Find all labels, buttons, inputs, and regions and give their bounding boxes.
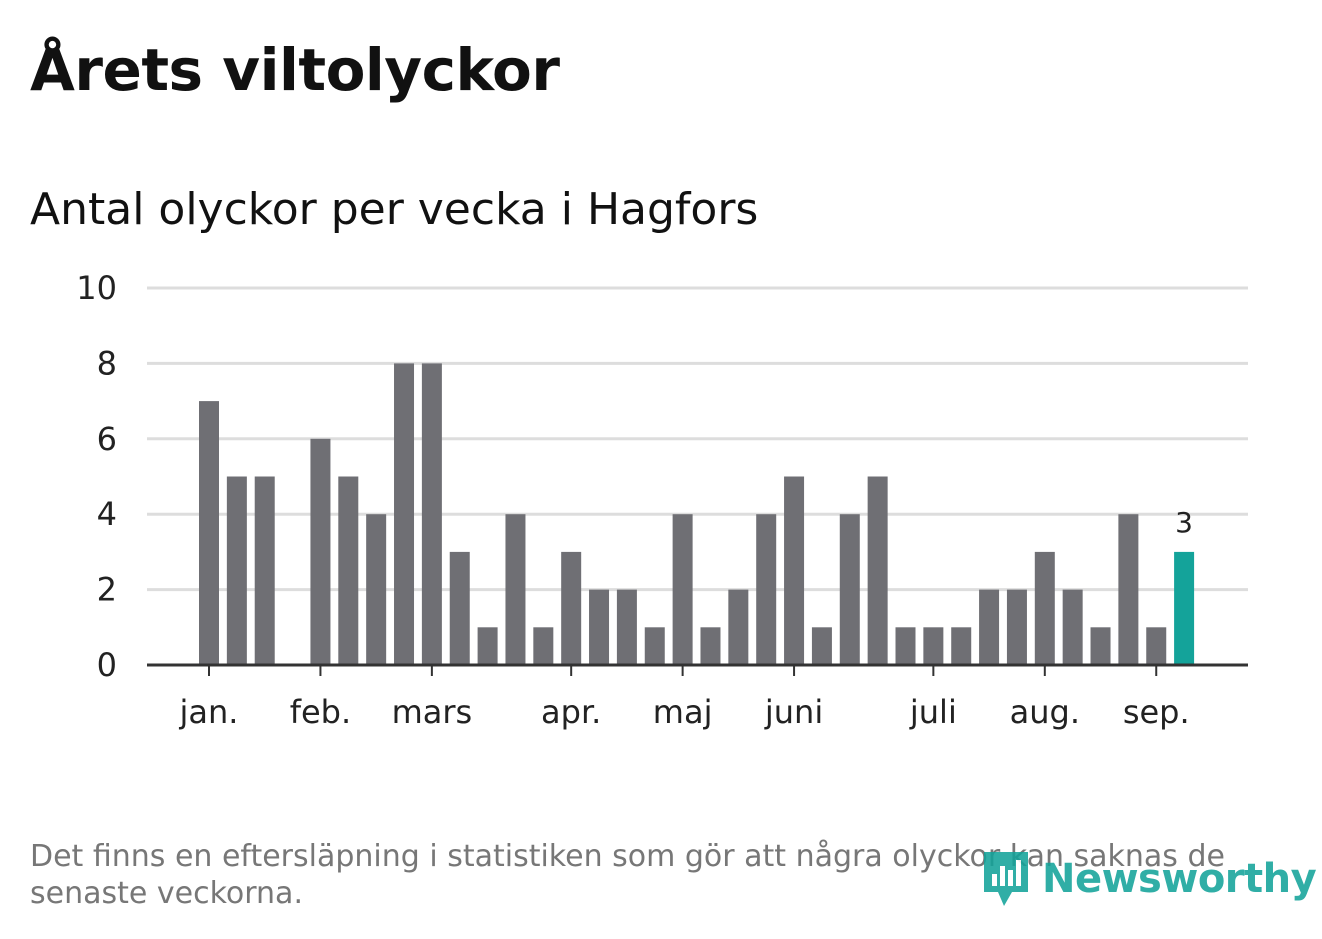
bar [338, 476, 359, 665]
bar [867, 476, 888, 665]
bar [1006, 589, 1027, 665]
bar [979, 589, 1000, 665]
bar [1090, 627, 1111, 665]
brand-name: Newsworthy [1042, 856, 1317, 902]
bar [923, 627, 944, 665]
bar [310, 438, 331, 665]
y-tick-label: 8 [97, 344, 117, 382]
y-tick-label: 2 [97, 571, 117, 609]
y-tick-label: 6 [97, 420, 117, 458]
y-tick-label: 4 [97, 495, 117, 533]
x-tick-label: sep. [1123, 693, 1190, 731]
page-title: Årets viltolyckor [30, 36, 560, 104]
bar [394, 363, 415, 665]
data-label: 3 [1175, 506, 1193, 539]
bar [561, 551, 582, 665]
bar [449, 551, 470, 665]
brand-logo: Newsworthy [980, 848, 1317, 910]
bar-chart: 0 2 4 6 8 10 3 jan. feb. mars apr. maj juni juli aug. s… [76, 269, 1248, 731]
bar [199, 401, 219, 665]
axis-labels: 0 2 4 6 8 10 3 jan. feb. mars apr. maj juni juli aug. s… [76, 269, 1193, 731]
bar [728, 589, 749, 665]
x-tick-label: apr. [541, 693, 601, 731]
bar [811, 627, 832, 665]
bar [700, 627, 721, 665]
bar [672, 514, 693, 665]
bar [756, 514, 777, 665]
bar [421, 363, 442, 665]
bar [589, 589, 610, 665]
bar [533, 627, 554, 665]
x-tick-label: juni [764, 693, 823, 731]
bar [254, 476, 275, 665]
x-tick-label: maj [653, 693, 713, 731]
x-tick-label: juli [909, 693, 957, 731]
bar [505, 514, 526, 665]
chart-subtitle: Antal olyckor per vecka i Hagfors [30, 184, 759, 235]
bar [1034, 551, 1055, 665]
bar [951, 627, 972, 665]
x-axis [147, 663, 1248, 676]
x-tick-label: jan. [179, 693, 239, 731]
newsworthy-logo-icon [984, 852, 1028, 906]
x-tick-label: feb. [290, 693, 351, 731]
x-tick-label: mars [392, 693, 473, 731]
y-tick-label: 0 [97, 646, 117, 684]
bar [839, 514, 860, 665]
bar [366, 514, 387, 665]
bar [644, 627, 665, 665]
bar [1062, 589, 1083, 665]
bar [784, 476, 805, 665]
highlight-bar [1174, 551, 1195, 665]
bar [616, 589, 637, 665]
bars [199, 363, 1195, 665]
y-tick-label: 10 [76, 269, 117, 307]
x-tick-label: aug. [1010, 693, 1080, 731]
gridlines [147, 286, 1248, 592]
bar [1146, 627, 1167, 665]
bar [226, 476, 247, 665]
bar [1118, 514, 1139, 665]
bar [895, 627, 916, 665]
bar [477, 627, 498, 665]
